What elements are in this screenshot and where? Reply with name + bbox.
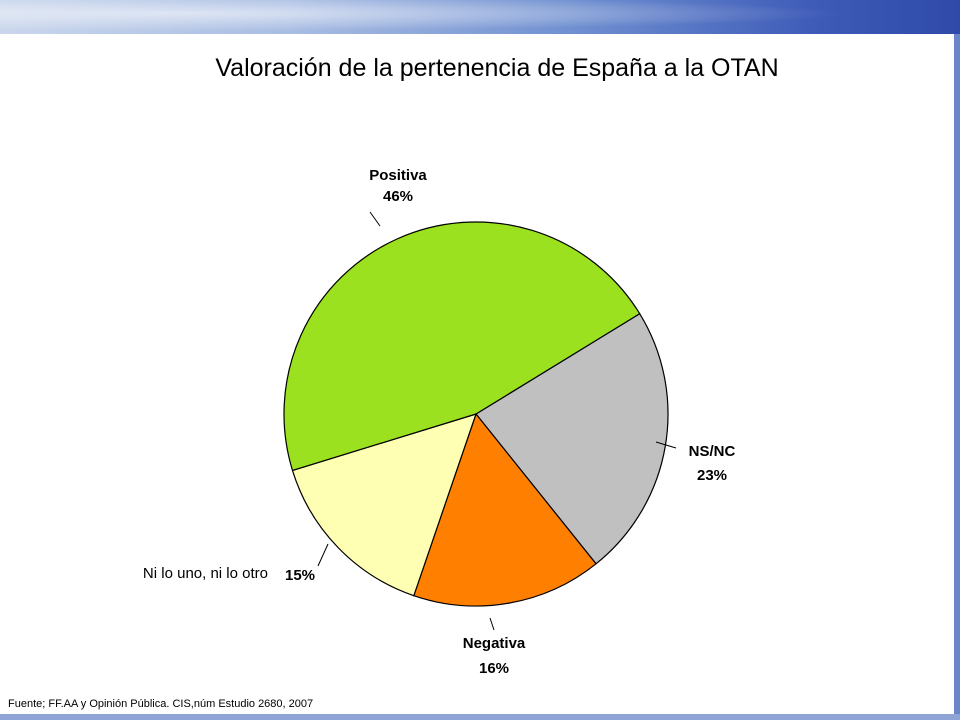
slice-label-ns-nc: NS/NC (689, 443, 736, 460)
slice-positiva (283, 221, 641, 472)
slice-negativa (413, 412, 597, 607)
leader-negativa (489, 617, 495, 631)
leader-ns-nc (655, 441, 677, 449)
leader-ni-lo-uno (317, 543, 329, 567)
header-band (0, 0, 960, 34)
slice-label-negativa: Negativa (463, 635, 526, 652)
slice-value-positiva: 46% (383, 188, 413, 205)
slice-ni-lo-uno (291, 413, 477, 597)
slide: Valoración de la pertenencia de España a… (0, 34, 954, 714)
chart-title: Valoración de la pertenencia de España a… (215, 54, 779, 82)
right-frame (954, 34, 960, 714)
pie-chart: Positiva 46% NS/NC 23% Negativa 16% Ni l… (143, 167, 736, 677)
slice-ns-nc (475, 312, 669, 565)
slice-value-ns-nc: 23% (697, 467, 727, 484)
slice-value-negativa: 16% (479, 660, 509, 677)
source-note: Fuente; FF.AA y Opinión Pública. CIS,núm… (8, 698, 314, 710)
slice-label-ni-lo-uno: Ni lo uno, ni lo otro (143, 565, 268, 582)
leader-positiva (369, 211, 381, 227)
slice-label-positiva: Positiva (369, 167, 427, 184)
slice-value-ni-lo-uno: 15% (285, 567, 315, 584)
bottom-frame (0, 714, 960, 720)
